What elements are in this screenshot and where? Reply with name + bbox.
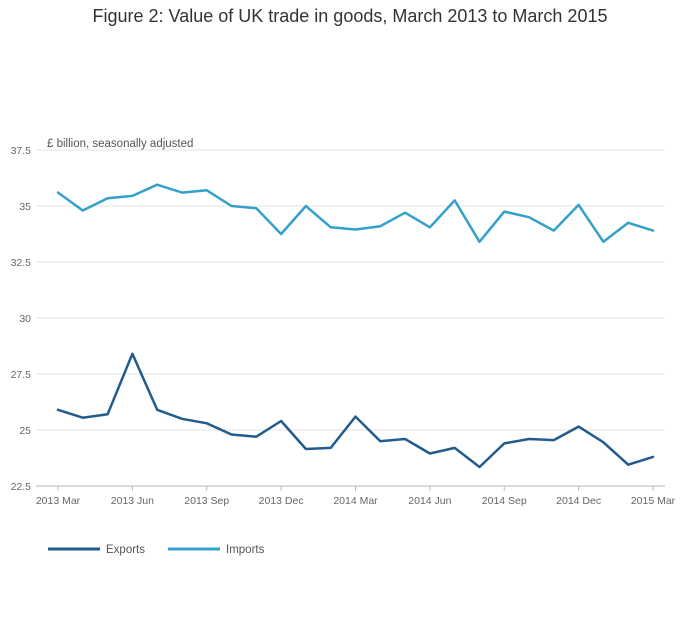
x-tick-label: 2013 Dec xyxy=(259,495,304,507)
legend-label: Exports xyxy=(106,544,145,556)
x-tick-label: 2015 Mar xyxy=(631,495,676,507)
y-tick-label: 32.5 xyxy=(11,257,32,269)
x-tick-label: 2014 Sep xyxy=(482,495,527,507)
legend: Exports Imports xyxy=(48,544,265,556)
x-tick-label: 2013 Sep xyxy=(184,495,229,507)
series-lines xyxy=(56,183,655,469)
series-line-imports xyxy=(56,183,655,244)
series-line-exports xyxy=(56,352,655,469)
x-tick-label: 2013 Mar xyxy=(36,495,81,507)
x-tick-label: 2014 Dec xyxy=(556,495,601,507)
y-tick-label: 35 xyxy=(19,201,31,213)
y-unit-label: £ billion, seasonally adjusted xyxy=(47,138,193,150)
x-tick-label: 2013 Jun xyxy=(111,495,154,507)
legend-label: Imports xyxy=(226,544,265,556)
grid-lines xyxy=(36,149,665,487)
x-axis: 2013 Mar 2013 Jun 2013 Sep 2013 Dec 2014 Mar… xyxy=(36,485,676,507)
y-axis-labels: 22.5 25 27.5 30 32.5 35 37.5 xyxy=(11,145,32,493)
y-tick-label: 27.5 xyxy=(11,369,32,381)
x-tick-label: 2014 Mar xyxy=(333,495,378,507)
y-tick-label: 37.5 xyxy=(11,145,32,157)
y-tick-label: 22.5 xyxy=(11,481,32,493)
chart-title: Figure 2: Value of UK trade in goods, Ma… xyxy=(92,6,608,26)
y-tick-label: 30 xyxy=(19,313,31,325)
y-tick-label: 25 xyxy=(19,425,31,437)
x-tick-label: 2014 Jun xyxy=(408,495,451,507)
